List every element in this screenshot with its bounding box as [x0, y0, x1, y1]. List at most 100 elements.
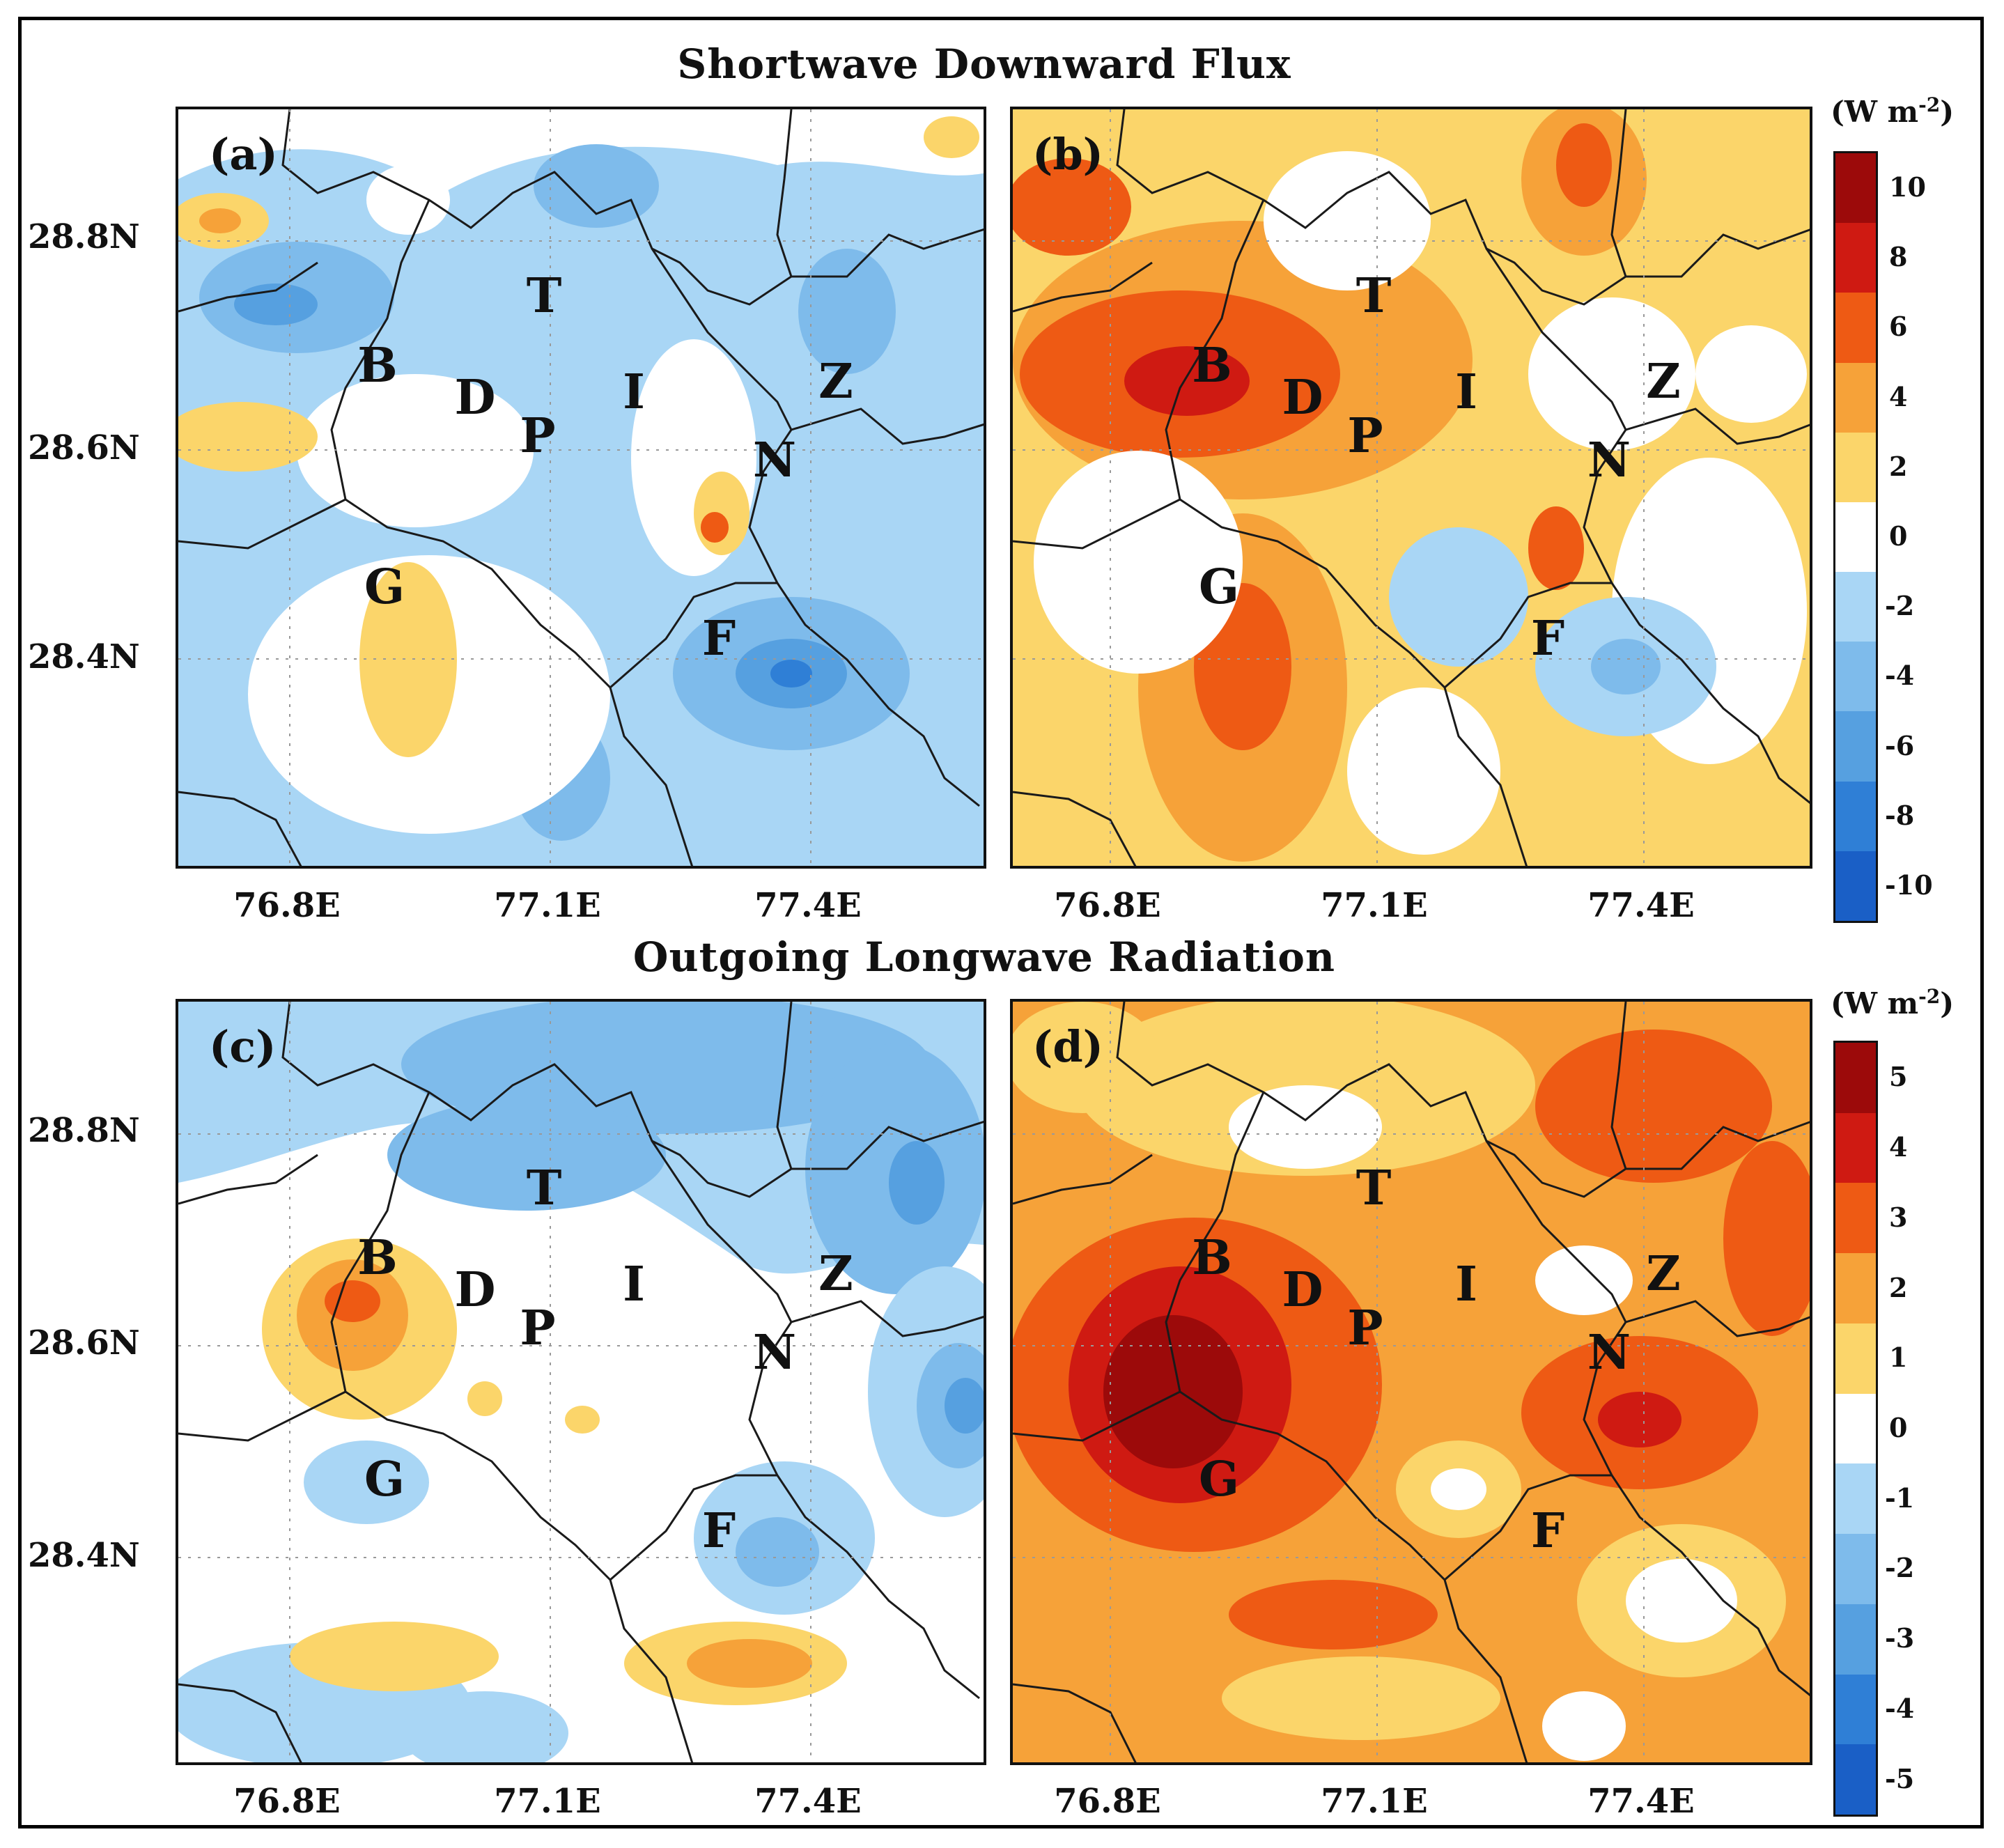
colorbar-top: [1833, 151, 1878, 923]
colorbar-tick-label: -10: [1885, 869, 1933, 901]
colorbar-segment: [1835, 502, 1876, 573]
colorbar-top-unit: (W m-2): [1831, 93, 1954, 129]
colorbar-segment: [1835, 1604, 1876, 1675]
colorbar-tick-label: 4: [1889, 380, 1908, 412]
city-label-n: N: [1587, 433, 1631, 488]
district-boundaries: [178, 1002, 984, 1762]
colorbar-tick-label: 4: [1889, 1131, 1908, 1163]
panel-label-d: (d): [1032, 1021, 1104, 1072]
colorbar-tick-label: 10: [1889, 171, 1926, 203]
colorbar-segment: [1835, 711, 1876, 782]
colorbar-segment: [1835, 1112, 1876, 1183]
lon-tick-label: 77.4E: [754, 886, 862, 925]
colorbar-tick-label: 1: [1889, 1342, 1908, 1374]
lon-tick-label: 76.8E: [233, 1782, 341, 1821]
city-label-f: F: [701, 611, 736, 667]
city-label-b: B: [357, 338, 398, 394]
colorbar-tick-label: -6: [1885, 729, 1915, 761]
colorbar-tick-label: 2: [1889, 1271, 1908, 1303]
colorbar-segment: [1835, 1393, 1876, 1464]
city-label-d: D: [454, 370, 496, 426]
colorbar-tick-label: -1: [1885, 1482, 1915, 1514]
city-label-z: Z: [1646, 354, 1681, 410]
city-label-n: N: [1587, 1325, 1631, 1381]
city-label-z: Z: [1646, 1246, 1681, 1302]
city-label-z: Z: [818, 354, 853, 410]
unit-close: ): [1940, 986, 1955, 1020]
colorbar-tick-label: -3: [1885, 1622, 1915, 1654]
anomaly-contours: [178, 1002, 984, 1762]
unit-sup: -2: [1918, 93, 1941, 116]
lon-tick-label: 77.1E: [1321, 886, 1428, 925]
anomaly-contours: [1013, 1002, 1810, 1762]
panel-label-a: (a): [209, 129, 278, 180]
unit-text: (W m: [1831, 986, 1919, 1020]
colorbar-bottom-unit: (W m-2): [1831, 985, 1954, 1020]
colorbar-segment: [1835, 1744, 1876, 1815]
panel-label-c: (c): [209, 1021, 277, 1072]
colorbar-tick-label: 0: [1889, 1412, 1908, 1443]
colorbar-segment: [1835, 432, 1876, 503]
city-label-i: I: [1455, 1257, 1477, 1312]
city-label-t: T: [1356, 268, 1392, 324]
city-label-n: N: [752, 1325, 797, 1381]
city-label-f: F: [1530, 1503, 1565, 1559]
colorbar-tick-label: 3: [1889, 1201, 1908, 1233]
lon-tick-label: 77.4E: [1587, 1782, 1695, 1821]
colorbar-segment: [1835, 1043, 1876, 1114]
colorbar-tick-label: 8: [1889, 241, 1908, 273]
colorbar-tick-label: 2: [1889, 450, 1908, 482]
colorbar-segment: [1835, 1534, 1876, 1605]
city-label-g: G: [1198, 1452, 1240, 1507]
city-label-f: F: [1530, 611, 1565, 667]
title-shortwave: Shortwave Downward Flux: [677, 40, 1291, 88]
lon-tick-label: 77.1E: [494, 886, 601, 925]
colorbar-tick-label: -4: [1885, 1692, 1915, 1724]
city-label-p: P: [1347, 1300, 1383, 1356]
lon-tick-label: 77.1E: [494, 1782, 601, 1821]
colorbar-segment: [1835, 642, 1876, 712]
city-label-t: T: [526, 268, 562, 324]
colorbar-segment: [1835, 293, 1876, 364]
city-label-f: F: [701, 1503, 736, 1559]
colorbar-tick-label: -8: [1885, 799, 1915, 831]
title-longwave: Outgoing Longwave Radiation: [632, 933, 1336, 981]
map-panel-a: (a): [176, 107, 986, 869]
colorbar-segment: [1835, 153, 1876, 224]
city-label-i: I: [1455, 364, 1477, 420]
lat-tick-label: 28.8N: [28, 1111, 140, 1150]
lon-tick-label: 76.8E: [1054, 1782, 1161, 1821]
figure-frame: [18, 17, 1984, 1828]
map-panel-b: (b): [1010, 107, 1812, 869]
graticule: [178, 109, 984, 866]
panel-label-b: (b): [1032, 129, 1104, 180]
colorbar-segment: [1835, 1253, 1876, 1324]
colorbar-segment: [1835, 781, 1876, 852]
graticule: [1013, 1002, 1810, 1762]
city-label-g: G: [1198, 559, 1240, 615]
city-label-p: P: [520, 1300, 556, 1356]
unit-sup: -2: [1918, 985, 1941, 1008]
colorbar-tick-label: 5: [1889, 1061, 1908, 1093]
city-label-z: Z: [818, 1246, 853, 1302]
district-boundaries: [178, 109, 984, 866]
city-label-g: G: [364, 559, 405, 615]
colorbar-bottom: [1833, 1041, 1878, 1817]
city-label-d: D: [1282, 370, 1323, 426]
lat-tick-label: 28.8N: [28, 217, 140, 256]
unit-close: ): [1940, 95, 1955, 129]
graticule: [178, 1002, 984, 1762]
lat-tick-label: 28.6N: [28, 428, 140, 467]
city-label-t: T: [526, 1160, 562, 1216]
colorbar-segment: [1835, 1183, 1876, 1254]
anomaly-contours: [1013, 109, 1810, 866]
anomaly-contours: [178, 116, 984, 866]
unit-text: (W m: [1831, 95, 1919, 129]
lat-tick-label: 28.4N: [28, 1536, 140, 1575]
district-boundaries: [1013, 1002, 1810, 1762]
colorbar-segment: [1835, 1463, 1876, 1535]
lat-tick-label: 28.6N: [28, 1323, 140, 1362]
colorbar-segment: [1835, 362, 1876, 433]
city-label-g: G: [364, 1452, 405, 1507]
colorbar-tick-label: 6: [1889, 311, 1908, 343]
